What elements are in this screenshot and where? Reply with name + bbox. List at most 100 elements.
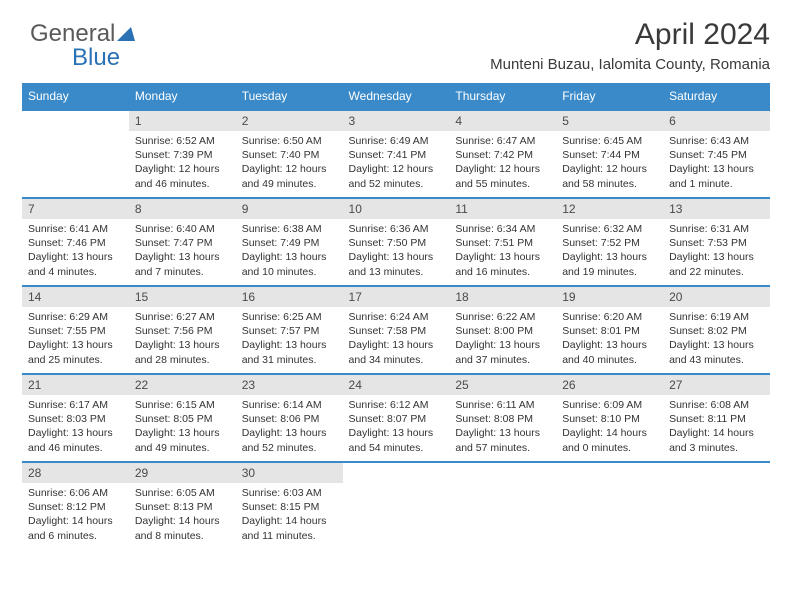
weekday-header: Saturday bbox=[663, 83, 770, 109]
daylight-text: Daylight: 13 hours and 31 minutes. bbox=[242, 338, 337, 366]
sunrise-text: Sunrise: 6:47 AM bbox=[455, 134, 550, 148]
day-body: Sunrise: 6:24 AMSunset: 7:58 PMDaylight:… bbox=[343, 307, 450, 373]
sunrise-text: Sunrise: 6:08 AM bbox=[669, 398, 764, 412]
sunrise-text: Sunrise: 6:34 AM bbox=[455, 222, 550, 236]
sunset-text: Sunset: 7:42 PM bbox=[455, 148, 550, 162]
day-body: Sunrise: 6:34 AMSunset: 7:51 PMDaylight:… bbox=[449, 219, 556, 285]
sunrise-text: Sunrise: 6:15 AM bbox=[135, 398, 230, 412]
daylight-text: Daylight: 14 hours and 3 minutes. bbox=[669, 426, 764, 454]
calendar-day-cell: 2Sunrise: 6:50 AMSunset: 7:40 PMDaylight… bbox=[236, 109, 343, 197]
brand-triangle-icon bbox=[117, 20, 135, 48]
sunset-text: Sunset: 7:49 PM bbox=[242, 236, 337, 250]
day-number: 16 bbox=[236, 285, 343, 307]
sunset-text: Sunset: 7:52 PM bbox=[562, 236, 657, 250]
daylight-text: Daylight: 12 hours and 49 minutes. bbox=[242, 162, 337, 190]
day-body: Sunrise: 6:49 AMSunset: 7:41 PMDaylight:… bbox=[343, 131, 450, 197]
sunrise-text: Sunrise: 6:24 AM bbox=[349, 310, 444, 324]
weekday-header: Sunday bbox=[22, 83, 129, 109]
daylight-text: Daylight: 13 hours and 10 minutes. bbox=[242, 250, 337, 278]
daylight-text: Daylight: 13 hours and 4 minutes. bbox=[28, 250, 123, 278]
weekday-header: Tuesday bbox=[236, 83, 343, 109]
day-body: Sunrise: 6:41 AMSunset: 7:46 PMDaylight:… bbox=[22, 219, 129, 285]
sunrise-text: Sunrise: 6:19 AM bbox=[669, 310, 764, 324]
calendar-day-cell: 6Sunrise: 6:43 AMSunset: 7:45 PMDaylight… bbox=[663, 109, 770, 197]
daylight-text: Daylight: 13 hours and 49 minutes. bbox=[135, 426, 230, 454]
sunrise-text: Sunrise: 6:32 AM bbox=[562, 222, 657, 236]
day-number: 1 bbox=[129, 109, 236, 131]
calendar-day-cell: 19Sunrise: 6:20 AMSunset: 8:01 PMDayligh… bbox=[556, 285, 663, 373]
day-number: 4 bbox=[449, 109, 556, 131]
daylight-text: Daylight: 12 hours and 46 minutes. bbox=[135, 162, 230, 190]
sunset-text: Sunset: 7:39 PM bbox=[135, 148, 230, 162]
sunrise-text: Sunrise: 6:17 AM bbox=[28, 398, 123, 412]
daylight-text: Daylight: 13 hours and 28 minutes. bbox=[135, 338, 230, 366]
day-body: Sunrise: 6:08 AMSunset: 8:11 PMDaylight:… bbox=[663, 395, 770, 461]
calendar-day-cell: 26Sunrise: 6:09 AMSunset: 8:10 PMDayligh… bbox=[556, 373, 663, 461]
calendar-day-cell: 21Sunrise: 6:17 AMSunset: 8:03 PMDayligh… bbox=[22, 373, 129, 461]
day-number: 10 bbox=[343, 197, 450, 219]
day-number: 26 bbox=[556, 373, 663, 395]
calendar-day-cell: 27Sunrise: 6:08 AMSunset: 8:11 PMDayligh… bbox=[663, 373, 770, 461]
day-body: Sunrise: 6:29 AMSunset: 7:55 PMDaylight:… bbox=[22, 307, 129, 373]
calendar-day-cell: 24Sunrise: 6:12 AMSunset: 8:07 PMDayligh… bbox=[343, 373, 450, 461]
calendar-day-cell: 8Sunrise: 6:40 AMSunset: 7:47 PMDaylight… bbox=[129, 197, 236, 285]
daylight-text: Daylight: 13 hours and 7 minutes. bbox=[135, 250, 230, 278]
sunrise-text: Sunrise: 6:03 AM bbox=[242, 486, 337, 500]
sunrise-text: Sunrise: 6:40 AM bbox=[135, 222, 230, 236]
calendar-day-cell: 16Sunrise: 6:25 AMSunset: 7:57 PMDayligh… bbox=[236, 285, 343, 373]
sunrise-text: Sunrise: 6:50 AM bbox=[242, 134, 337, 148]
day-body: Sunrise: 6:22 AMSunset: 8:00 PMDaylight:… bbox=[449, 307, 556, 373]
daylight-text: Daylight: 13 hours and 46 minutes. bbox=[28, 426, 123, 454]
calendar-day-cell: 28Sunrise: 6:06 AMSunset: 8:12 PMDayligh… bbox=[22, 461, 129, 549]
day-body: Sunrise: 6:25 AMSunset: 7:57 PMDaylight:… bbox=[236, 307, 343, 373]
daylight-text: Daylight: 13 hours and 54 minutes. bbox=[349, 426, 444, 454]
day-body: Sunrise: 6:20 AMSunset: 8:01 PMDaylight:… bbox=[556, 307, 663, 373]
calendar-day-cell: 5Sunrise: 6:45 AMSunset: 7:44 PMDaylight… bbox=[556, 109, 663, 197]
sunset-text: Sunset: 8:00 PM bbox=[455, 324, 550, 338]
sunset-text: Sunset: 7:50 PM bbox=[349, 236, 444, 250]
calendar-day-cell: 18Sunrise: 6:22 AMSunset: 8:00 PMDayligh… bbox=[449, 285, 556, 373]
sunset-text: Sunset: 7:41 PM bbox=[349, 148, 444, 162]
calendar-day-cell bbox=[449, 461, 556, 549]
calendar-day-cell: 14Sunrise: 6:29 AMSunset: 7:55 PMDayligh… bbox=[22, 285, 129, 373]
sunset-text: Sunset: 7:58 PM bbox=[349, 324, 444, 338]
day-body: Sunrise: 6:50 AMSunset: 7:40 PMDaylight:… bbox=[236, 131, 343, 197]
day-number: 2 bbox=[236, 109, 343, 131]
calendar-week-row: 1Sunrise: 6:52 AMSunset: 7:39 PMDaylight… bbox=[22, 109, 770, 197]
daylight-text: Daylight: 13 hours and 16 minutes. bbox=[455, 250, 550, 278]
day-number bbox=[22, 109, 129, 131]
sunset-text: Sunset: 8:11 PM bbox=[669, 412, 764, 426]
day-number bbox=[449, 461, 556, 483]
weekday-header: Monday bbox=[129, 83, 236, 109]
day-number: 24 bbox=[343, 373, 450, 395]
calendar-day-cell bbox=[343, 461, 450, 549]
sunrise-text: Sunrise: 6:27 AM bbox=[135, 310, 230, 324]
sunset-text: Sunset: 8:08 PM bbox=[455, 412, 550, 426]
day-body: Sunrise: 6:05 AMSunset: 8:13 PMDaylight:… bbox=[129, 483, 236, 549]
calendar-day-cell: 13Sunrise: 6:31 AMSunset: 7:53 PMDayligh… bbox=[663, 197, 770, 285]
sunrise-text: Sunrise: 6:25 AM bbox=[242, 310, 337, 324]
day-number: 9 bbox=[236, 197, 343, 219]
day-body: Sunrise: 6:31 AMSunset: 7:53 PMDaylight:… bbox=[663, 219, 770, 285]
calendar-day-cell: 9 Sunrise: 6:38 AMSunset: 7:49 PMDaylight… bbox=[236, 197, 343, 285]
sunrise-text: Sunrise: 6:22 AM bbox=[455, 310, 550, 324]
brand-logo: General Blue bbox=[30, 20, 135, 50]
weekday-header: Friday bbox=[556, 83, 663, 109]
day-number: 8 bbox=[129, 197, 236, 219]
sunset-text: Sunset: 8:02 PM bbox=[669, 324, 764, 338]
day-number: 15 bbox=[129, 285, 236, 307]
daylight-text: Daylight: 13 hours and 52 minutes. bbox=[242, 426, 337, 454]
sunset-text: Sunset: 7:51 PM bbox=[455, 236, 550, 250]
day-number: 19 bbox=[556, 285, 663, 307]
sunrise-text: Sunrise: 6:06 AM bbox=[28, 486, 123, 500]
daylight-text: Daylight: 13 hours and 40 minutes. bbox=[562, 338, 657, 366]
calendar-day-cell bbox=[556, 461, 663, 549]
sunrise-text: Sunrise: 6:43 AM bbox=[669, 134, 764, 148]
sunrise-text: Sunrise: 6:38 AM bbox=[242, 222, 337, 236]
daylight-text: Daylight: 14 hours and 0 minutes. bbox=[562, 426, 657, 454]
sunset-text: Sunset: 8:01 PM bbox=[562, 324, 657, 338]
day-number: 7 bbox=[22, 197, 129, 219]
day-number: 23 bbox=[236, 373, 343, 395]
calendar-day-cell bbox=[22, 109, 129, 197]
day-number: 28 bbox=[22, 461, 129, 483]
